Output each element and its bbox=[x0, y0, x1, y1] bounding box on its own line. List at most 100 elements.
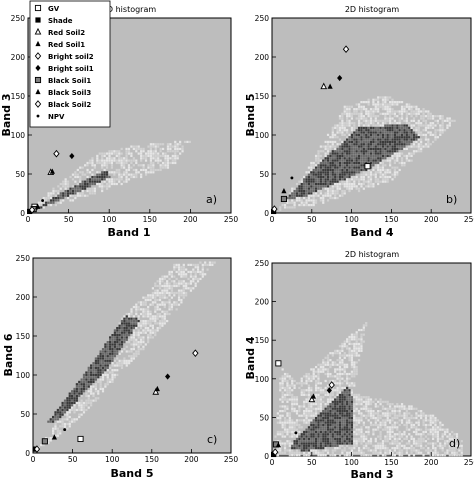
density-cell bbox=[324, 187, 327, 190]
density-cell bbox=[436, 115, 439, 118]
x-tick-label: 0 bbox=[270, 458, 275, 467]
density-cell bbox=[130, 152, 133, 155]
density-cell bbox=[295, 451, 299, 454]
density-cell bbox=[137, 305, 140, 309]
density-cell bbox=[369, 150, 373, 153]
density-cell bbox=[80, 408, 83, 412]
density-cell bbox=[109, 355, 112, 358]
density-cell bbox=[151, 331, 154, 334]
density-cell bbox=[79, 194, 82, 197]
density-cell bbox=[357, 347, 361, 350]
density-cell bbox=[76, 175, 79, 179]
density-cell bbox=[111, 373, 114, 376]
density-cell bbox=[374, 157, 377, 160]
density-cell bbox=[393, 405, 396, 408]
density-cell bbox=[54, 196, 57, 200]
density-cell bbox=[276, 416, 279, 420]
density-cell bbox=[125, 338, 128, 341]
density-cell bbox=[201, 266, 204, 269]
density-cell bbox=[166, 282, 169, 285]
density-cell bbox=[424, 124, 428, 127]
density-cell bbox=[360, 345, 363, 348]
density-cell bbox=[166, 301, 169, 304]
density-cell bbox=[98, 180, 101, 183]
density-cell bbox=[400, 159, 404, 162]
density-cell bbox=[326, 421, 330, 424]
density-cell bbox=[139, 324, 143, 327]
density-cell bbox=[109, 357, 112, 360]
density-cell bbox=[59, 425, 62, 428]
density-cell bbox=[443, 129, 447, 132]
density-cell bbox=[75, 397, 78, 400]
density-cell bbox=[319, 161, 322, 165]
density-cell bbox=[341, 122, 344, 125]
density-cell bbox=[291, 199, 294, 202]
density-cell bbox=[149, 298, 152, 302]
density-cell bbox=[324, 171, 327, 174]
density-cell bbox=[348, 442, 351, 445]
x-tick-label: 0 bbox=[270, 215, 275, 224]
density-cell bbox=[400, 454, 404, 457]
density-cell bbox=[61, 420, 64, 423]
density-cell bbox=[40, 443, 43, 447]
density-cell bbox=[355, 338, 358, 341]
density-cell bbox=[281, 426, 284, 429]
density-cell bbox=[362, 435, 365, 438]
density-cell bbox=[455, 447, 459, 450]
density-cell bbox=[393, 124, 396, 127]
density-cell bbox=[63, 413, 67, 416]
density-cell bbox=[314, 403, 318, 406]
density-cell bbox=[436, 430, 439, 434]
density-cell bbox=[123, 326, 126, 330]
density-cell bbox=[334, 368, 337, 371]
density-cell bbox=[326, 412, 330, 415]
density-cell bbox=[144, 173, 148, 176]
density-cell bbox=[405, 435, 408, 438]
density-cell bbox=[384, 168, 387, 172]
density-cell bbox=[139, 303, 143, 306]
density-cell bbox=[355, 347, 358, 350]
density-cell bbox=[123, 334, 126, 337]
density-cell bbox=[326, 368, 330, 371]
density-cell bbox=[298, 440, 301, 443]
density-cell bbox=[403, 110, 406, 113]
density-cell bbox=[384, 119, 387, 122]
density-cell bbox=[118, 338, 121, 341]
density-cell bbox=[379, 421, 382, 424]
density-cell bbox=[173, 301, 176, 304]
density-cell bbox=[396, 414, 399, 417]
density-cell bbox=[353, 138, 356, 141]
density-cell bbox=[336, 157, 339, 160]
density-cell bbox=[374, 175, 377, 179]
x-tick-label: 250 bbox=[464, 458, 474, 467]
density-cell bbox=[111, 350, 114, 353]
density-cell bbox=[319, 180, 322, 183]
density-cell bbox=[94, 390, 97, 393]
density-cell bbox=[152, 168, 155, 172]
density-cell bbox=[76, 192, 79, 195]
density-cell bbox=[396, 140, 399, 143]
density-cell bbox=[166, 275, 169, 278]
density-cell bbox=[386, 129, 389, 132]
density-cell bbox=[116, 336, 119, 339]
density-cell bbox=[317, 416, 320, 420]
density-cell bbox=[343, 428, 346, 431]
density-cell bbox=[398, 117, 401, 120]
density-cell bbox=[49, 439, 52, 442]
density-cell bbox=[319, 426, 322, 429]
density-cell bbox=[157, 154, 160, 158]
density-cell bbox=[346, 437, 349, 440]
density-cell bbox=[331, 196, 334, 200]
density-cell bbox=[140, 157, 143, 160]
density-cell bbox=[71, 194, 75, 197]
density-cell bbox=[353, 365, 356, 369]
density-cell bbox=[118, 341, 121, 344]
density-cell bbox=[393, 150, 396, 153]
density-cell bbox=[291, 423, 294, 427]
density-cell bbox=[417, 414, 420, 417]
density-cell bbox=[362, 182, 365, 186]
density-cell bbox=[396, 129, 399, 132]
density-cell bbox=[343, 426, 346, 429]
density-cell bbox=[334, 423, 337, 427]
density-cell bbox=[113, 376, 116, 379]
